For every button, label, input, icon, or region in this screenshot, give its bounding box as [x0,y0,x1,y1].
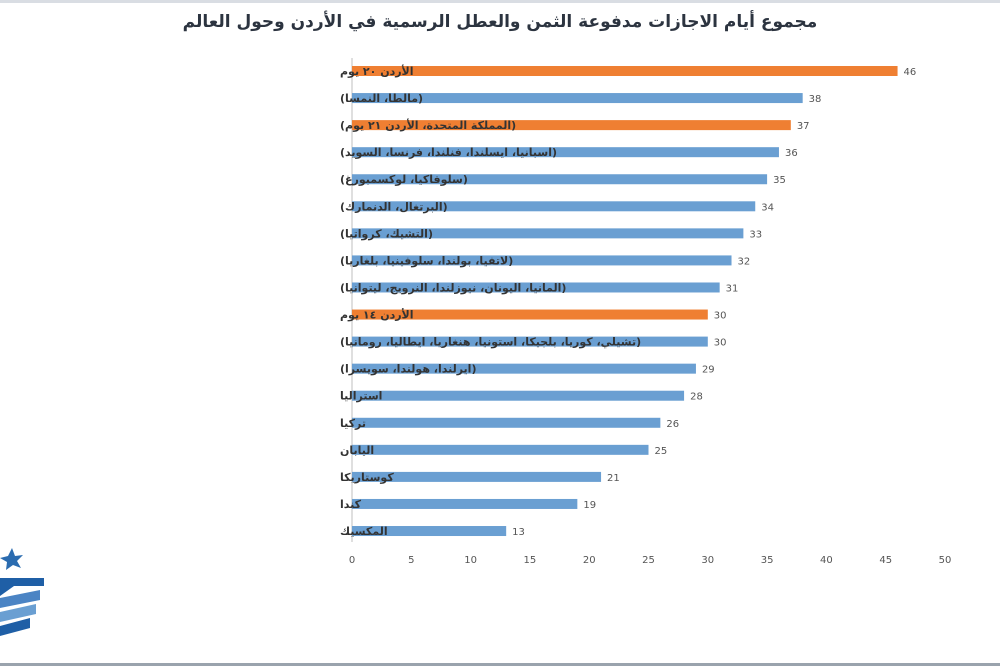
logo-emblem [0,548,44,636]
bar [352,526,507,537]
bar [352,498,578,509]
data-label: 33 [749,229,762,240]
bar [352,228,744,239]
category-label: كوستاريكا [340,471,394,484]
category-label: تركيا [340,417,366,430]
data-label: 31 [726,283,739,294]
x-tick-label: 30 [701,555,714,566]
x-tick-label: 0 [349,555,355,566]
x-tick-label: 50 [939,555,952,566]
category-label: الأردن ١٤ يوم [340,308,414,322]
bar [352,363,696,374]
bar [352,309,708,320]
bar [352,390,685,401]
data-label: 38 [809,94,822,105]
data-label: 19 [583,500,596,511]
data-label: 13 [512,527,525,538]
category-label: الأردن ٢٠ يوم [340,64,414,78]
category-label: كندا [340,498,362,511]
category-label: (التشيك، كرواتيا) [340,227,433,240]
x-tick-label: 20 [583,555,596,566]
data-label: 32 [738,256,751,267]
data-label: 36 [785,148,798,159]
x-tick-label: 10 [464,555,477,566]
x-tick-label: 40 [820,555,833,566]
bar [352,93,803,104]
bar [352,201,756,212]
category-label: (البرتغال، الدنمارك) [340,200,448,213]
data-label: 46 [904,67,917,78]
bar [352,282,720,293]
data-label: 30 [714,311,727,322]
bar [352,66,898,76]
category-label: (مالطا، النمسا) [340,92,423,105]
bar [352,147,779,158]
category-label: استراليا [340,390,382,403]
category-label: المكسيك [340,525,388,538]
category-label: (المملكة المتحدة، الأردن ٢١ يوم) [340,118,516,132]
category-label: اليابان [340,444,374,457]
data-label: 25 [655,446,668,457]
data-label: 26 [666,419,679,430]
category-label: (تشيلي، كوريا، بلجيكا، استونيا، هنغاريا،… [340,336,641,349]
bar [352,336,708,347]
bar [352,255,732,266]
bar [352,120,791,131]
category-label: (لاتفيا، بولندا، سلوفينيا، بلغاريا) [340,254,513,267]
data-label: 37 [797,121,810,132]
bar [352,174,768,185]
x-tick-label: 5 [408,555,414,566]
category-label: (اسبانيا، ايسلندا، فنلندا، فرنسا، السويد… [340,146,557,159]
data-label: 35 [773,175,786,186]
x-tick-label: 15 [524,555,537,566]
x-tick-label: 45 [879,555,892,566]
category-label: (ايرلندا، هولندا، سويسرا) [340,363,476,376]
data-label: 29 [702,365,715,376]
data-label: 30 [714,338,727,349]
bar [352,471,602,482]
data-label: 34 [761,202,774,213]
bar [352,444,649,455]
x-tick-label: 25 [642,555,655,566]
bar [352,417,661,428]
category-label: (المانيا، اليونان، نيوزلندا، النرويج، لي… [340,281,566,294]
data-label: 21 [607,473,620,484]
chart-title: مجموع أيام الاجازات مدفوعة الثمن والعطل … [182,12,818,32]
category-label: (سلوفاكيا، لوكسمبورغ) [340,173,468,186]
x-tick-label: 35 [761,555,774,566]
data-label: 28 [690,392,703,403]
